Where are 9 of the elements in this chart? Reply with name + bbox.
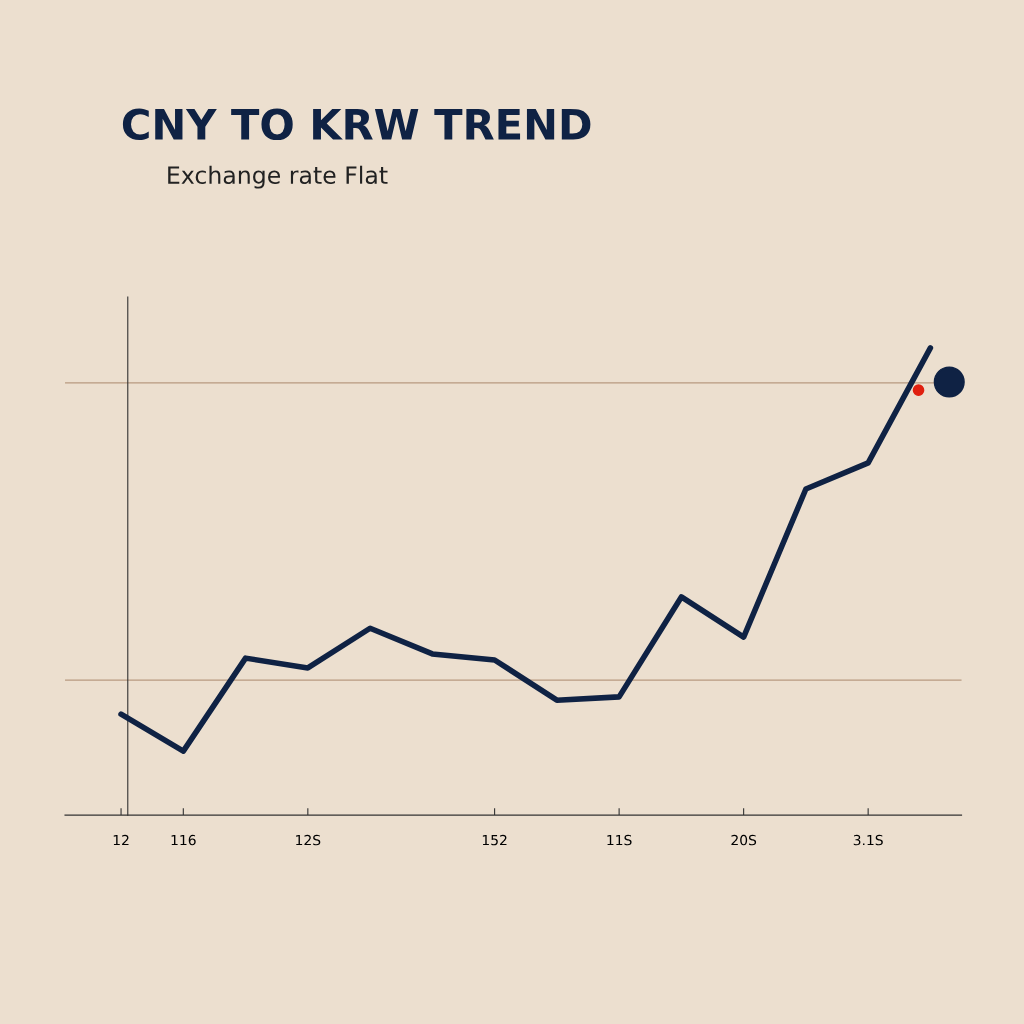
- x-tick-label: 20S: [731, 834, 757, 846]
- x-tick-label: 12S: [296, 834, 321, 846]
- x-tick-label: 152: [482, 834, 507, 846]
- x-tick-label: 12: [113, 834, 129, 846]
- chart-title: CNY TO KRW TREND: [122, 108, 591, 141]
- chart-subtitle: Exchange rate Flat: [168, 165, 388, 189]
- x-tick-label: 11S: [607, 834, 632, 846]
- x-tick-label: 3.1S: [853, 834, 883, 846]
- x-tick-label: 116: [171, 834, 196, 846]
